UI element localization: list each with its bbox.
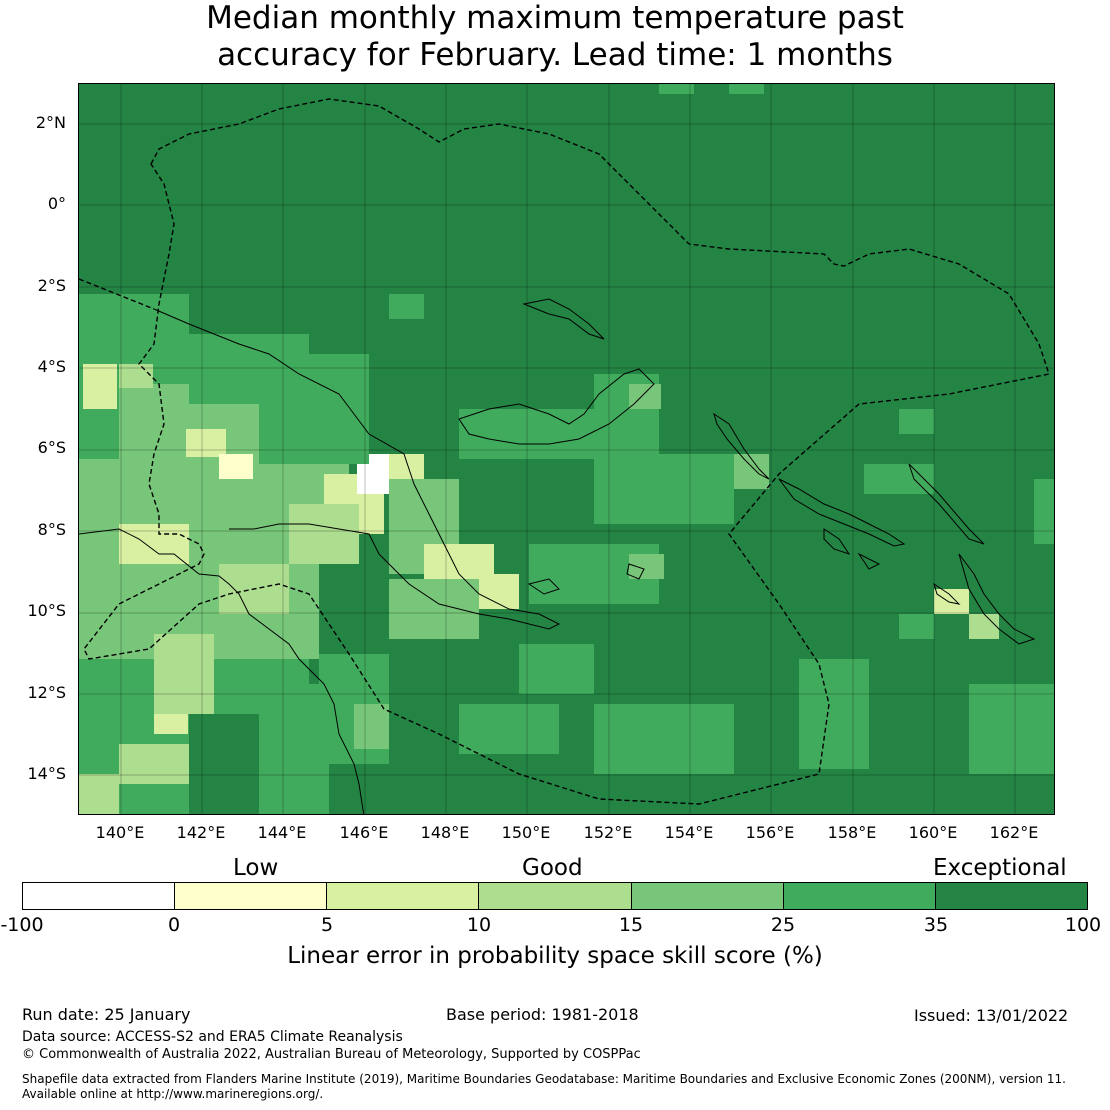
lon-label: 150°E (501, 823, 551, 842)
lon-label: 154°E (664, 823, 714, 842)
issued-date: Issued: 13/01/2022 (914, 1006, 1069, 1025)
colorbar-segment (631, 883, 784, 909)
category-exceptional: Exceptional (933, 855, 1067, 881)
colorbar-tick: 0 (167, 914, 181, 936)
colorbar-segment (327, 883, 480, 909)
shapefile-url: Available online at http://www.marinereg… (22, 1087, 324, 1101)
lon-label: 144°E (257, 823, 307, 842)
colorbar-tick: 35 (923, 914, 949, 936)
run-date: Run date: 25 January (22, 1005, 191, 1024)
category-low: Low (233, 855, 279, 881)
graticule (79, 84, 1054, 814)
skill-cells (79, 84, 1054, 814)
eez-boundary (79, 98, 1050, 805)
lat-label: 14°S (27, 764, 66, 783)
colorbar-segment (935, 883, 1087, 909)
colorbar (22, 882, 1088, 910)
copyright: © Commonwealth of Australia 2022, Austra… (22, 1047, 641, 1062)
colorbar-tick: 15 (618, 914, 644, 936)
colorbar-segment (479, 883, 632, 909)
lat-label: 2°S (37, 276, 66, 295)
map-title: Median monthly maximum temperature past … (0, 0, 1110, 74)
colorbar-tick: 10 (466, 914, 492, 936)
title-line-2: accuracy for February. Lead time: 1 mont… (217, 37, 893, 73)
lon-label: 152°E (583, 823, 633, 842)
coastlines (79, 298, 1036, 814)
lon-label: 160°E (908, 823, 958, 842)
lat-label: 6°S (37, 438, 66, 457)
colorbar-tick: -100 (0, 914, 44, 936)
lon-label: 140°E (95, 823, 145, 842)
lat-label: 12°S (27, 683, 66, 702)
shapefile-credit: Shapefile data extracted from Flanders M… (22, 1072, 1066, 1086)
skill-map (79, 84, 1054, 814)
colorbar-tick: 100 (1064, 914, 1102, 936)
lon-label: 142°E (176, 823, 226, 842)
lon-label: 162°E (989, 823, 1039, 842)
base-period: Base period: 1981-2018 (446, 1005, 639, 1024)
lon-label: 146°E (339, 823, 389, 842)
lon-label: 148°E (420, 823, 470, 842)
lat-label: 2°N (35, 113, 66, 132)
colorbar-tick: 5 (320, 914, 334, 936)
colorbar-segment (175, 883, 328, 909)
colorbar-label: Linear error in probability space skill … (287, 943, 823, 969)
colorbar-tick: 25 (770, 914, 796, 936)
lat-label: 10°S (27, 601, 66, 620)
map-area (78, 83, 1055, 815)
lat-label: 0° (47, 194, 66, 213)
title-line-1: Median monthly maximum temperature past (206, 0, 904, 36)
lon-label: 156°E (745, 823, 795, 842)
lat-label: 8°S (37, 520, 66, 539)
lon-label: 158°E (827, 823, 877, 842)
colorbar-segment (783, 883, 936, 909)
category-good: Good (522, 855, 583, 881)
colorbar-segment (23, 883, 176, 909)
lat-label: 4°S (37, 357, 66, 376)
data-source: Data source: ACCESS-S2 and ERA5 Climate … (22, 1029, 403, 1045)
